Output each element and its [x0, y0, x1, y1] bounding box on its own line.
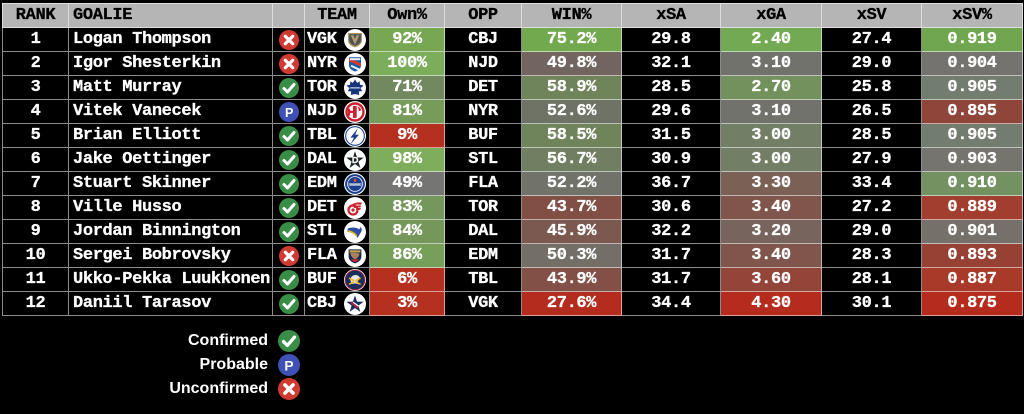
svg-text:P: P [285, 106, 293, 120]
svg-text:P: P [284, 359, 293, 374]
